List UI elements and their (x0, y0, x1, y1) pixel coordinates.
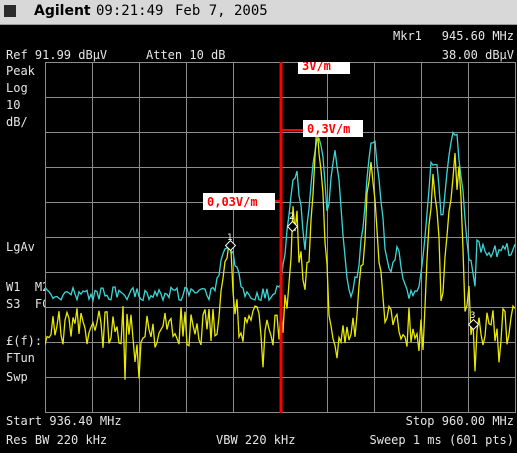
spectrum-plot[interactable]: 3V/m 0,3V/m 0,03V/m 1 2 3 (45, 62, 516, 413)
annotation-0-03vm-text: 0,03V/m (207, 195, 258, 209)
annotation-3vm-text: 3V/m (302, 62, 331, 73)
detector-peak: Peak (6, 64, 35, 78)
scale-type: Log (6, 81, 28, 95)
marker-2[interactable]: 2 (286, 212, 299, 233)
marker-frequency: 945.60 MHz (441, 29, 514, 43)
resolution-bandwidth: Res BW 220 kHz (6, 433, 108, 447)
sweep-time: Sweep 1 ms (601 pts) (369, 433, 515, 447)
annotation-0-3vm: 0,3V/m (281, 120, 363, 137)
annotation-0-3vm-text: 0,3V/m (307, 122, 350, 136)
marker-3[interactable]: 3 (467, 311, 480, 331)
annotation-3vm: 3V/m (298, 62, 350, 74)
marker-1-diamond[interactable] (224, 239, 237, 252)
marker-2-number: 2 (289, 212, 294, 222)
marker-label: Mkr1 (393, 29, 422, 43)
trace-status-s3fc: S3 FC (6, 297, 50, 311)
start-frequency: Start 936.40 MHz (6, 414, 122, 428)
marker-level: 38.00 dBμV (441, 48, 514, 62)
window-icon (4, 5, 16, 17)
reference-level: Ref 91.99 dBμV (6, 48, 108, 62)
scale-value: 10 (6, 98, 21, 112)
title-bar: Agilent 09:21:49 Feb 7, 2005 (0, 0, 517, 25)
video-bandwidth: VBW 220 kHz (216, 433, 296, 447)
marker-2-diamond[interactable] (286, 220, 299, 233)
trace-status-w1m2: W1 M2 (6, 280, 50, 294)
average-type: LgAv (6, 240, 35, 254)
annotation-0-03vm: 0,03V/m (203, 193, 281, 210)
marker-3-number: 3 (470, 311, 475, 321)
attenuation: Atten 10 dB (146, 48, 226, 62)
spectrum-svg: 3V/m 0,3V/m 0,03V/m 1 2 3 (45, 62, 516, 413)
marker-3-diamond[interactable] (467, 318, 480, 331)
correction-label: £(f): (6, 334, 43, 348)
marker-1-number: 1 (227, 233, 232, 243)
marker-1[interactable]: 1 (224, 233, 237, 252)
brand-label: Agilent (34, 3, 91, 19)
sweep-label: Swp (6, 370, 28, 384)
stop-frequency: Stop 960.00 MHz (405, 414, 514, 428)
freq-tune-label: FTun (6, 351, 35, 365)
scale-unit: dB/ (6, 115, 28, 129)
clock-date: Feb 7, 2005 (175, 3, 268, 19)
clock-time: 09:21:49 (96, 3, 164, 19)
